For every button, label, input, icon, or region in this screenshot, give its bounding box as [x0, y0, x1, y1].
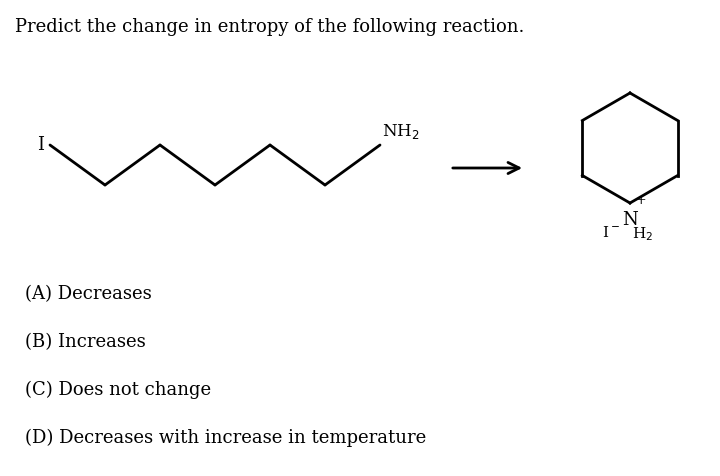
Text: N: N: [622, 211, 638, 229]
Text: (D) Decreases with increase in temperature: (D) Decreases with increase in temperatu…: [25, 429, 426, 447]
Text: +: +: [636, 194, 647, 207]
Text: Predict the change in entropy of the following reaction.: Predict the change in entropy of the fol…: [15, 18, 524, 36]
Text: I$^-$: I$^-$: [602, 225, 620, 240]
Text: (A) Decreases: (A) Decreases: [25, 285, 152, 303]
Text: NH$_2$: NH$_2$: [382, 122, 420, 141]
Text: I: I: [37, 136, 44, 154]
Text: (B) Increases: (B) Increases: [25, 333, 145, 351]
Text: H$_2$: H$_2$: [632, 225, 653, 243]
Text: (C) Does not change: (C) Does not change: [25, 381, 211, 399]
